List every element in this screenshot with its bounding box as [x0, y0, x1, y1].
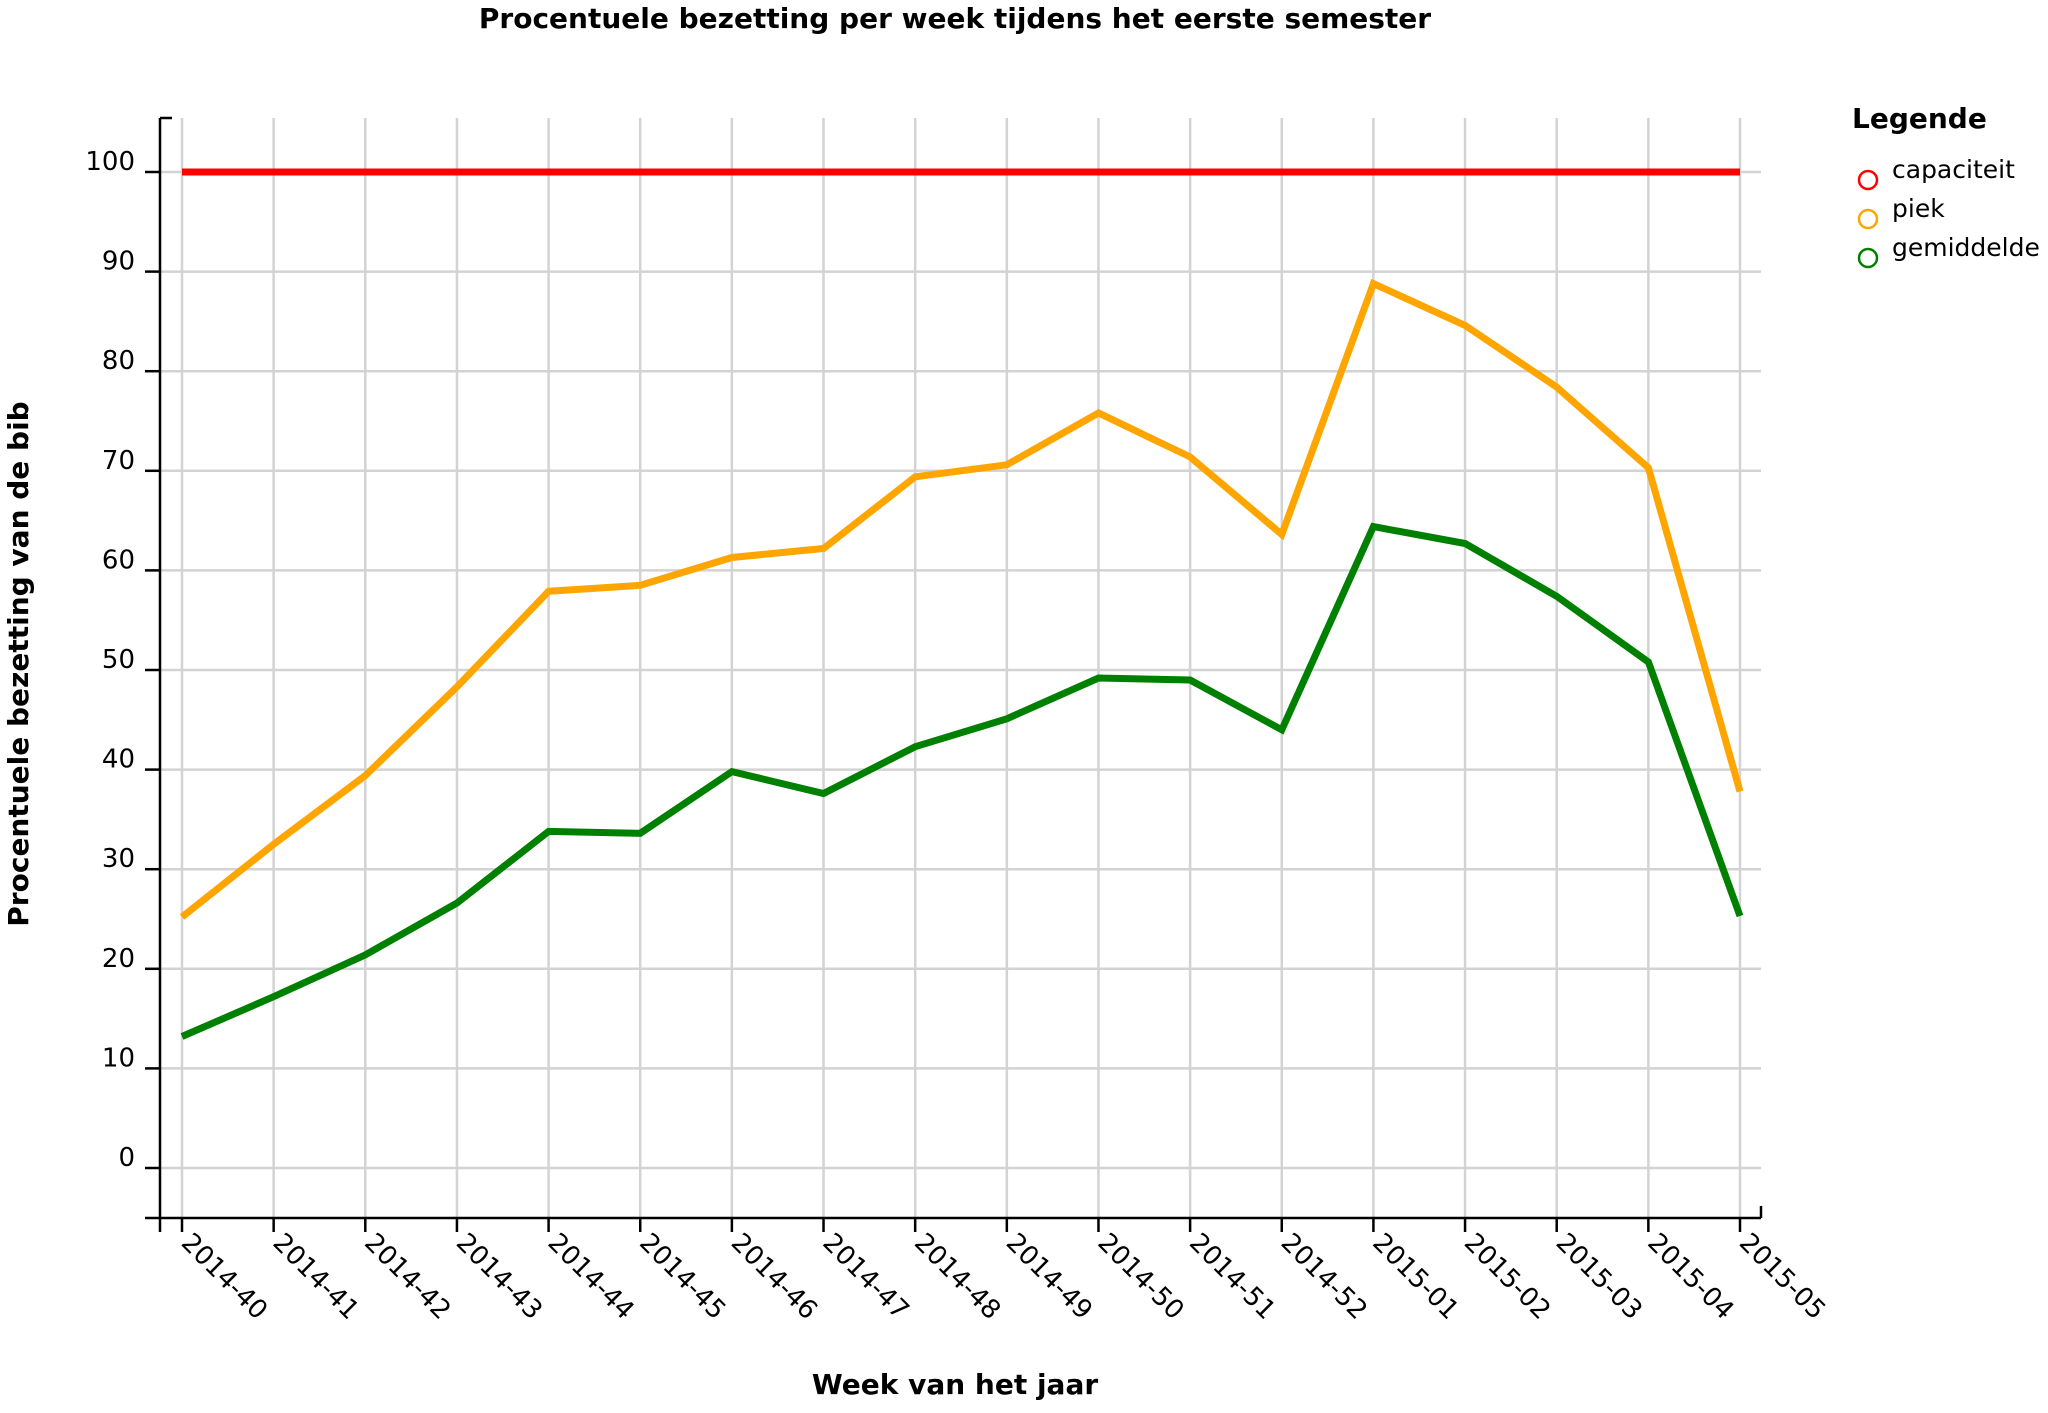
x-tick-label: 2015-04 [1641, 1228, 1739, 1326]
y-tick-label: 40 [102, 745, 135, 775]
series-line-piek [179, 278, 1744, 920]
legend-marker-capaciteit [1857, 169, 1879, 191]
x-tick-label: 2014-48 [908, 1228, 1006, 1326]
y-tick-label: 70 [102, 446, 135, 476]
x-tick-label: 2014-42 [358, 1228, 456, 1326]
y-tick-label: 30 [102, 844, 135, 874]
x-axis-label: Week van het jaar [812, 1368, 1099, 1401]
grid [160, 118, 1761, 1218]
x-tick-label: 2014-46 [725, 1228, 823, 1326]
x-tick-label: 2014-49 [1000, 1228, 1098, 1326]
legend-title: Legende [1852, 102, 1987, 135]
y-tick-label: 20 [102, 944, 135, 974]
x-tick-label: 2015-03 [1550, 1228, 1648, 1326]
x-tick-label: 2015-05 [1733, 1228, 1831, 1326]
x-tick-label: 2014-51 [1183, 1228, 1281, 1326]
legend-label-capaciteit: capaciteit [1892, 155, 2015, 184]
x-tick-label: 2014-44 [542, 1228, 640, 1326]
y-axis-label: Procentuele bezetting van de bib [2, 401, 35, 926]
x-tick-label: 2015-02 [1458, 1228, 1556, 1326]
y-tick-label: 60 [102, 545, 135, 575]
series-line-gemiddelde [180, 522, 1744, 1040]
series-group [179, 168, 1744, 1040]
y-tick-label: 50 [102, 645, 135, 675]
axes [145, 116, 1763, 1232]
legend-marker-piek [1857, 208, 1879, 230]
x-tick-label: 2015-01 [1366, 1228, 1464, 1326]
y-tick-label: 0 [118, 1143, 135, 1173]
x-tick-label: 2014-52 [1275, 1228, 1373, 1326]
x-tick-label: 2014-50 [1092, 1228, 1190, 1326]
y-tick-label: 90 [102, 247, 135, 277]
x-tick-label: 2014-43 [450, 1228, 548, 1326]
legend-label-piek: piek [1892, 194, 1945, 223]
x-axis-ticks: 2014-402014-412014-422014-432014-442014-… [175, 1218, 1831, 1326]
legend-label-gemiddelde: gemiddelde [1892, 233, 2040, 262]
x-tick-label: 2014-47 [817, 1228, 915, 1326]
legend: Legende capaciteit piek gemiddelde [1852, 102, 2040, 269]
chart-title: Procentuele bezetting per week tijdens h… [479, 2, 1431, 35]
y-tick-label: 10 [102, 1043, 135, 1073]
y-axis-ticks: 0 10 20 30 40 50 60 70 80 90 100 [85, 147, 160, 1173]
y-tick-label: 100 [85, 147, 135, 177]
legend-marker-gemiddelde [1857, 247, 1879, 269]
y-tick-label: 80 [102, 346, 135, 376]
x-tick-label: 2014-45 [633, 1228, 731, 1326]
x-tick-label: 2014-40 [175, 1228, 273, 1326]
x-tick-label: 2014-41 [267, 1228, 365, 1326]
